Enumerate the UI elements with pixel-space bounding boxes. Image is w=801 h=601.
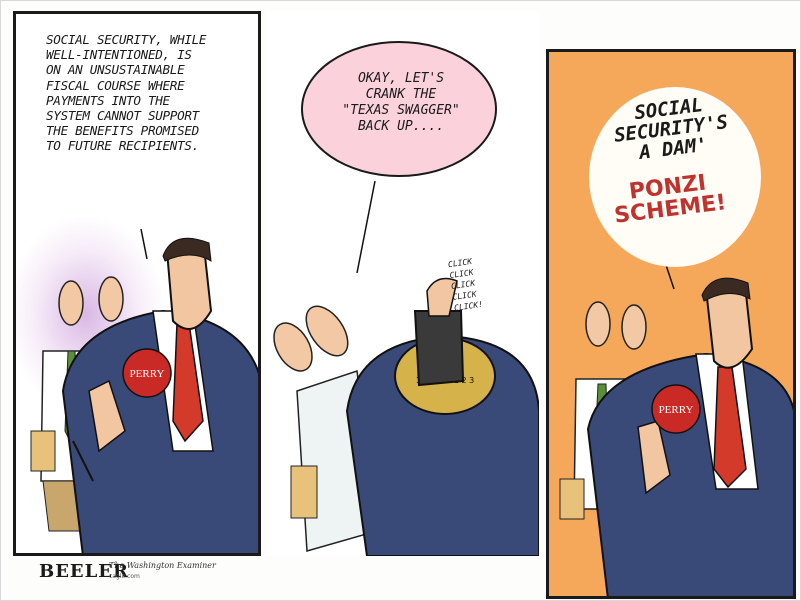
panel-3: PERRY xyxy=(546,49,796,599)
panel-3-art: PERRY xyxy=(559,258,793,596)
perry-button: PERRY xyxy=(651,384,701,434)
perry-button-text: PERRY xyxy=(659,404,694,416)
panel-1-caption: SOCIAL SECURITY, WHILE WELL-INTENTIONED,… xyxy=(46,32,207,154)
caption-pointer xyxy=(140,228,148,260)
perry-figure xyxy=(61,237,258,553)
artist-signature: BEELER xyxy=(39,561,129,582)
panel-2-art: 10 11 12 1 2 3 xyxy=(273,180,539,556)
speech-bubble-ponzi xyxy=(589,87,761,267)
speech-bubble-crank: OKAY, LET'S CRANK THE "TEXAS SWAGGER" BA… xyxy=(301,41,497,177)
hand xyxy=(426,277,458,317)
crank-knob xyxy=(413,310,465,387)
speech-crank-text: OKAY, LET'S CRANK THE "TEXAS SWAGGER" BA… xyxy=(342,71,460,134)
speech-tail xyxy=(356,180,376,274)
panel-1-art: PERRY xyxy=(30,228,258,553)
perry-back: 10 11 12 1 2 3 xyxy=(345,277,539,556)
perry-figure xyxy=(586,277,793,596)
publication-credit: The Washington Examiner xyxy=(109,561,216,570)
syndication-credit: cagle.com xyxy=(109,573,140,580)
panel-1: PERRY SOCIAL SECURITY, WHILE WELL-INTENT… xyxy=(13,11,261,556)
perry-button-text: PERRY xyxy=(130,368,165,380)
perry-button: PERRY xyxy=(122,348,172,398)
